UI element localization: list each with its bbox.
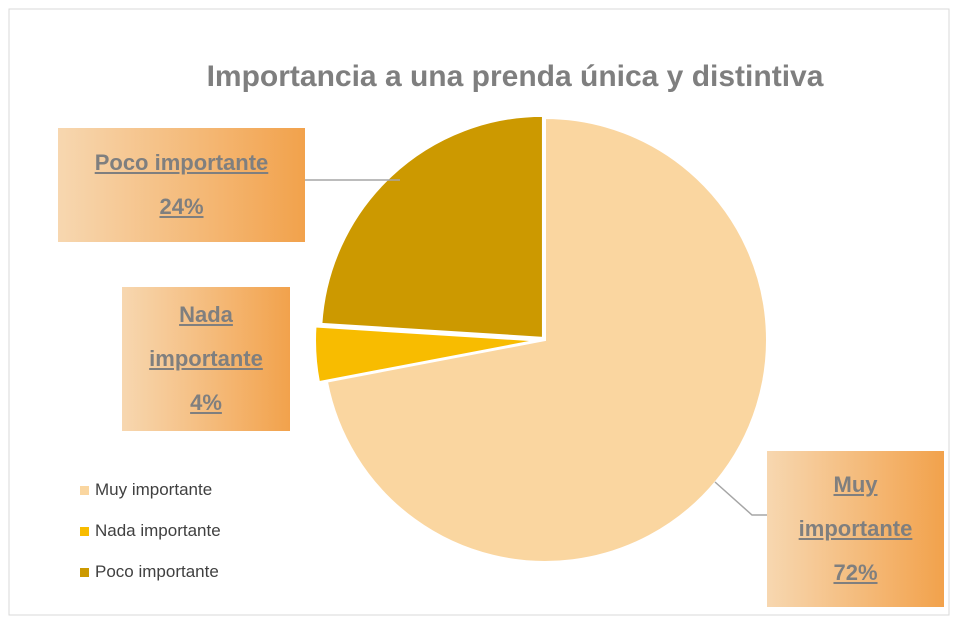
legend-item: Nada importante [80,521,221,541]
legend-label: Poco importante [95,562,219,581]
pie-slice [314,325,538,384]
label-category: Poco importante [94,150,269,175]
label-value: 4% [190,381,222,425]
legend-swatch [80,526,89,536]
label-name: Poco importante [87,141,277,185]
chart-title: Importancia a una prenda única y distint… [207,60,824,93]
label-name: Nada importante [122,293,290,381]
data-label: Nada importante 4% [122,287,290,431]
label-percent: 72% [833,560,878,585]
label-percent: 4% [190,390,222,415]
leader-line [714,481,767,516]
pie-slice [320,114,544,339]
pie-slice [325,116,768,563]
legend-label: Muy importante [95,480,213,499]
label-category: Nada importante [149,302,263,371]
label-value: 72% [833,551,877,595]
legend-swatch [80,567,89,577]
label-value: 24% [159,185,203,229]
legend-label: Nada importante [95,521,221,540]
label-category: Muy importante [798,472,913,541]
label-percent: 24% [159,194,204,219]
data-label: Muy importante 72% [767,451,944,607]
legend-item: Poco importante [80,562,219,582]
legend-swatch [80,485,89,495]
label-name: Muy importante [767,463,944,551]
legend-item: Muy importante [80,480,212,500]
data-label: Poco importante 24% [58,128,305,242]
